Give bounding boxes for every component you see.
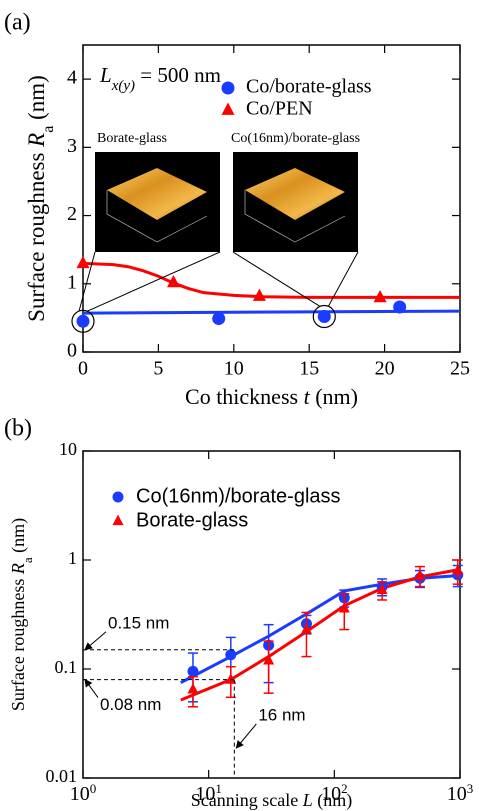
- text-part: R: [8, 563, 28, 575]
- data-point: [212, 312, 225, 325]
- legend-label: Co(16nm)/borate-glass: [136, 485, 341, 507]
- x-tick-label: 15: [299, 358, 319, 380]
- y-tick-label: 3: [67, 135, 77, 157]
- y-axis-label: Surface roughness Ra (nm): [24, 75, 57, 322]
- figure: (a)051015202501234Co thickness t (nm)Sur…: [0, 0, 479, 811]
- legend-marker: [113, 515, 124, 525]
- reference-label: 0.08 nm: [100, 695, 161, 714]
- leader-line: [87, 252, 220, 311]
- text-part: (nm): [24, 75, 49, 125]
- text-part: L: [302, 790, 313, 810]
- text-part: R: [24, 133, 49, 148]
- legend-label: Borate-glass: [136, 509, 248, 531]
- data-point: [225, 649, 236, 660]
- y-tick-label: 10: [59, 439, 77, 459]
- x-tick-label: 10: [224, 358, 244, 380]
- x-axis-label: Scanning scale L (nm): [191, 790, 352, 811]
- text-part: Scanning scale: [191, 790, 303, 810]
- legend-marker: [222, 82, 235, 95]
- legend-label: Co/PEN: [246, 98, 313, 120]
- data-point: [77, 256, 90, 268]
- text-part: a: [40, 126, 57, 133]
- reference-arrow: [85, 632, 106, 650]
- y-tick-label: 0.1: [55, 657, 78, 677]
- text-part: (nm): [310, 384, 358, 409]
- x-axis-label: Co thickness t (nm): [185, 384, 358, 409]
- reference-arrow: [236, 724, 256, 748]
- inset-label: Co(16nm)/borate-glass: [231, 131, 360, 146]
- reference-label: 16 nm: [258, 705, 305, 724]
- y-axis-label: Surface roughness Ra (nm): [8, 518, 35, 711]
- tick-exponent: 3: [467, 781, 474, 796]
- tick-base: 10: [447, 783, 467, 805]
- tick-exponent: 0: [90, 781, 97, 796]
- data-point: [187, 666, 198, 677]
- legend-label: Co/borate-glass: [246, 76, 372, 98]
- y-tick-label: 0.01: [46, 766, 78, 786]
- y-tick-label: 2: [67, 203, 77, 225]
- data-point: [77, 315, 90, 328]
- inset-label: Borate-glass: [97, 131, 167, 146]
- text-part: Co thickness: [185, 384, 304, 409]
- y-tick-label: 4: [67, 67, 77, 89]
- text-part: = 500 nm: [135, 63, 221, 87]
- y-tick-label: 1: [67, 271, 77, 293]
- text-part: L: [99, 63, 112, 87]
- panel-label: (b): [4, 416, 32, 442]
- legend-marker: [113, 492, 124, 503]
- reference-arrow: [85, 680, 98, 698]
- text-part: Surface roughness: [24, 147, 49, 322]
- data-point: [393, 300, 406, 313]
- x-tick-label: 0: [78, 358, 88, 380]
- legend-marker: [222, 103, 235, 115]
- reference-label: 0.15 nm: [108, 613, 169, 632]
- text-part: x(y): [111, 78, 135, 94]
- x-tick-label: 25: [450, 358, 470, 380]
- text-part: Surface roughness: [8, 574, 28, 711]
- fit-line: [181, 569, 460, 700]
- page: (a)051015202501234Co thickness t (nm)Sur…: [0, 0, 479, 811]
- y-tick-label: 1: [68, 548, 77, 568]
- y-tick-label: 0: [67, 340, 77, 362]
- data-point: [253, 289, 266, 301]
- text-part: (nm): [8, 518, 29, 558]
- x-tick-label: 103: [447, 781, 474, 806]
- panel-label: (a): [4, 10, 31, 36]
- text-part: (nm): [313, 790, 353, 811]
- data-point: [187, 683, 198, 693]
- x-tick-label: 5: [153, 358, 163, 380]
- annotation: Lx(y) = 500 nm: [99, 63, 221, 94]
- fit-line: [83, 263, 460, 297]
- data-point: [318, 310, 331, 323]
- tick-base: 10: [70, 783, 90, 805]
- fit-line: [181, 576, 460, 683]
- x-tick-label: 20: [375, 358, 395, 380]
